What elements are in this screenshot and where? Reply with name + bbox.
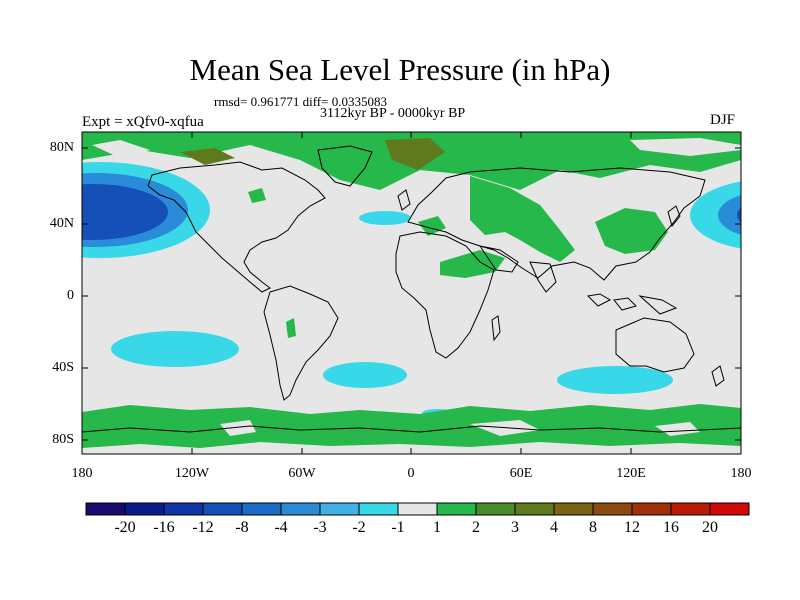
colorbar-swatch bbox=[202, 502, 243, 516]
colorbar-label: -1 bbox=[391, 519, 405, 536]
south-pacific-low bbox=[111, 331, 239, 367]
colorbar-swatch bbox=[592, 502, 633, 516]
colorbar bbox=[85, 502, 750, 516]
colorbar-label: -8 bbox=[235, 519, 249, 536]
coastlines bbox=[82, 145, 741, 433]
colorbar-swatch bbox=[553, 502, 594, 516]
colorbar-swatch bbox=[670, 502, 711, 516]
colorbar-label: -20 bbox=[114, 519, 136, 536]
atlantic-low bbox=[359, 211, 411, 225]
colorbar-label: -16 bbox=[153, 519, 175, 536]
x-tick-label: 120W bbox=[174, 466, 210, 481]
x-tick-label: 180 bbox=[730, 466, 752, 481]
colorbar-swatch bbox=[436, 502, 477, 516]
colorbar-swatch bbox=[475, 502, 516, 516]
map-plot-area bbox=[82, 132, 741, 454]
arctic-high-region bbox=[385, 138, 445, 170]
colorbar-swatch bbox=[514, 502, 555, 516]
time-period: 3112kyr BP - 0000kyr BP bbox=[320, 106, 466, 121]
colorbar-label: 12 bbox=[624, 519, 640, 536]
x-tick-label: 0 bbox=[407, 466, 415, 481]
colorbar-swatch bbox=[709, 502, 750, 516]
antarctic-positive-region bbox=[82, 404, 741, 454]
x-tick-label: 60W bbox=[288, 466, 316, 481]
y-tick-label: 0 bbox=[67, 288, 74, 303]
map-title: Mean Sea Level Pressure (in hPa) bbox=[189, 52, 611, 87]
y-tick-label: 80N bbox=[49, 140, 74, 155]
x-tick-label: 60E bbox=[509, 466, 533, 481]
eurasia-positive-region bbox=[470, 176, 575, 262]
colorbar-swatch bbox=[241, 502, 282, 516]
colorbar-label: 8 bbox=[589, 519, 597, 536]
colorbar-label: 1 bbox=[433, 519, 441, 536]
colorbar-label: -2 bbox=[352, 519, 366, 536]
experiment-label: Expt = xQfv0-xqfua bbox=[82, 114, 204, 130]
colorbar-label: 2 bbox=[472, 519, 480, 536]
colorbar-swatch bbox=[85, 502, 126, 516]
colorbar-swatch bbox=[358, 502, 399, 516]
y-tick-label: 40N bbox=[49, 216, 74, 231]
x-tick-label: 180 bbox=[71, 466, 93, 481]
x-tick-label: 120E bbox=[616, 466, 646, 481]
colorbar-swatch bbox=[280, 502, 321, 516]
colorbar-swatch bbox=[631, 502, 672, 516]
colorbar-swatch bbox=[397, 502, 438, 516]
colorbar-swatch bbox=[319, 502, 360, 516]
south-atlantic-low bbox=[323, 362, 407, 388]
colorbar-label: -12 bbox=[192, 519, 214, 536]
season-label: DJF bbox=[710, 112, 736, 128]
axis-ticks bbox=[81, 132, 742, 454]
colorbar-swatch bbox=[124, 502, 165, 516]
north-pacific-low-core bbox=[82, 184, 168, 240]
colorbar-swatch bbox=[163, 502, 204, 516]
south-indian-low bbox=[557, 366, 673, 394]
colorbar-label: 16 bbox=[663, 519, 679, 536]
colorbar-label: -4 bbox=[274, 519, 288, 536]
y-tick-label: 40S bbox=[52, 360, 74, 375]
colorbar-label: 20 bbox=[702, 519, 718, 536]
colorbar-label: 4 bbox=[550, 519, 558, 536]
colorbar-label: -3 bbox=[313, 519, 327, 536]
y-tick-label: 80S bbox=[52, 432, 74, 447]
colorbar-label: 3 bbox=[511, 519, 519, 536]
rmsd-diff-stats: rmsd= 0.961771 diff= 0.0335083 bbox=[214, 94, 387, 109]
